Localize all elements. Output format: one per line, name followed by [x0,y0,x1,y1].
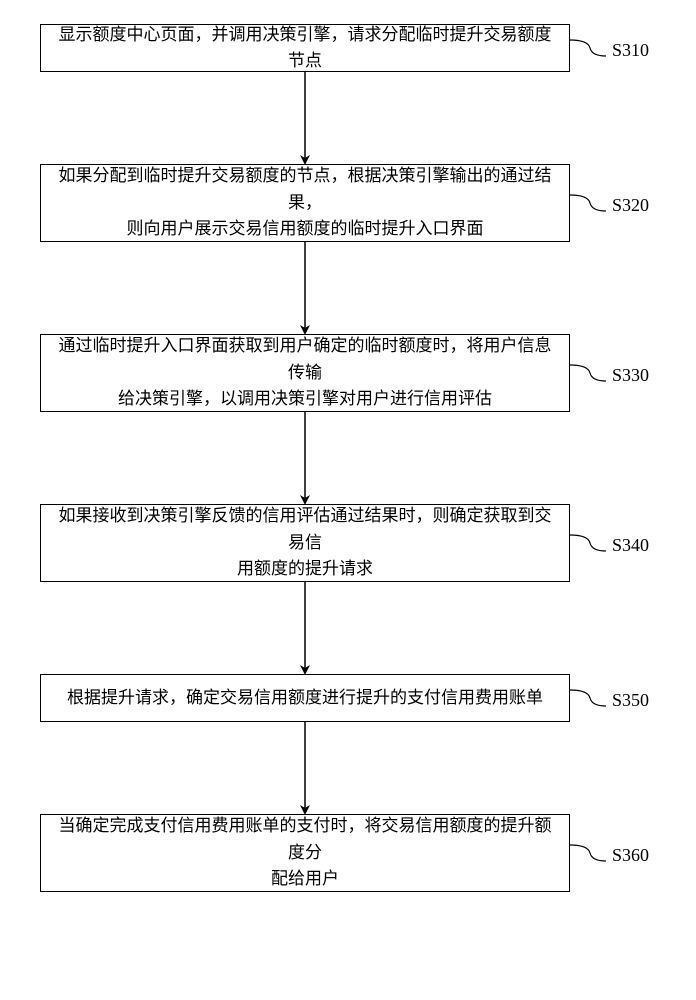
flow-node-s360: 当确定完成支付信用费用账单的支付时，将交易信用额度的提升额度分 配给用户 [40,814,570,892]
step-label-s330: S330 [612,365,649,386]
flow-node-text: 当确定完成支付信用费用账单的支付时，将交易信用额度的提升额度分 配给用户 [53,813,557,892]
flow-node-s340: 如果接收到决策引擎反馈的信用评估通过结果时，则确定获取到交易信 用额度的提升请求 [40,504,570,582]
step-label-s340: S340 [612,535,649,556]
flow-node-s320: 如果分配到临时提升交易额度的节点，根据决策引擎输出的通过结果， 则向用户展示交易… [40,164,570,242]
step-label-s320: S320 [612,195,649,216]
flow-node-s330: 通过临时提升入口界面获取到用户确定的临时额度时，将用户信息传输 给决策引擎，以调… [40,334,570,412]
flow-node-text: 通过临时提升入口界面获取到用户确定的临时额度时，将用户信息传输 给决策引擎，以调… [53,333,557,412]
step-label-s360: S360 [612,845,649,866]
step-label-s310: S310 [612,40,649,61]
flow-node-s310: 显示额度中心页面，并调用决策引擎，请求分配临时提升交易额度节点 [40,24,570,72]
flow-node-text: 如果接收到决策引擎反馈的信用评估通过结果时，则确定获取到交易信 用额度的提升请求 [53,503,557,582]
flowchart-canvas: 显示额度中心页面，并调用决策引擎，请求分配临时提升交易额度节点 S310 如果分… [0,0,696,1000]
flow-node-s350: 根据提升请求，确定交易信用额度进行提升的支付信用费用账单 [40,674,570,722]
flow-node-text: 显示额度中心页面，并调用决策引擎，请求分配临时提升交易额度节点 [53,22,557,75]
flow-node-text: 根据提升请求，确定交易信用额度进行提升的支付信用费用账单 [67,685,543,711]
flow-node-text: 如果分配到临时提升交易额度的节点，根据决策引擎输出的通过结果， 则向用户展示交易… [53,163,557,242]
step-label-s350: S350 [612,690,649,711]
